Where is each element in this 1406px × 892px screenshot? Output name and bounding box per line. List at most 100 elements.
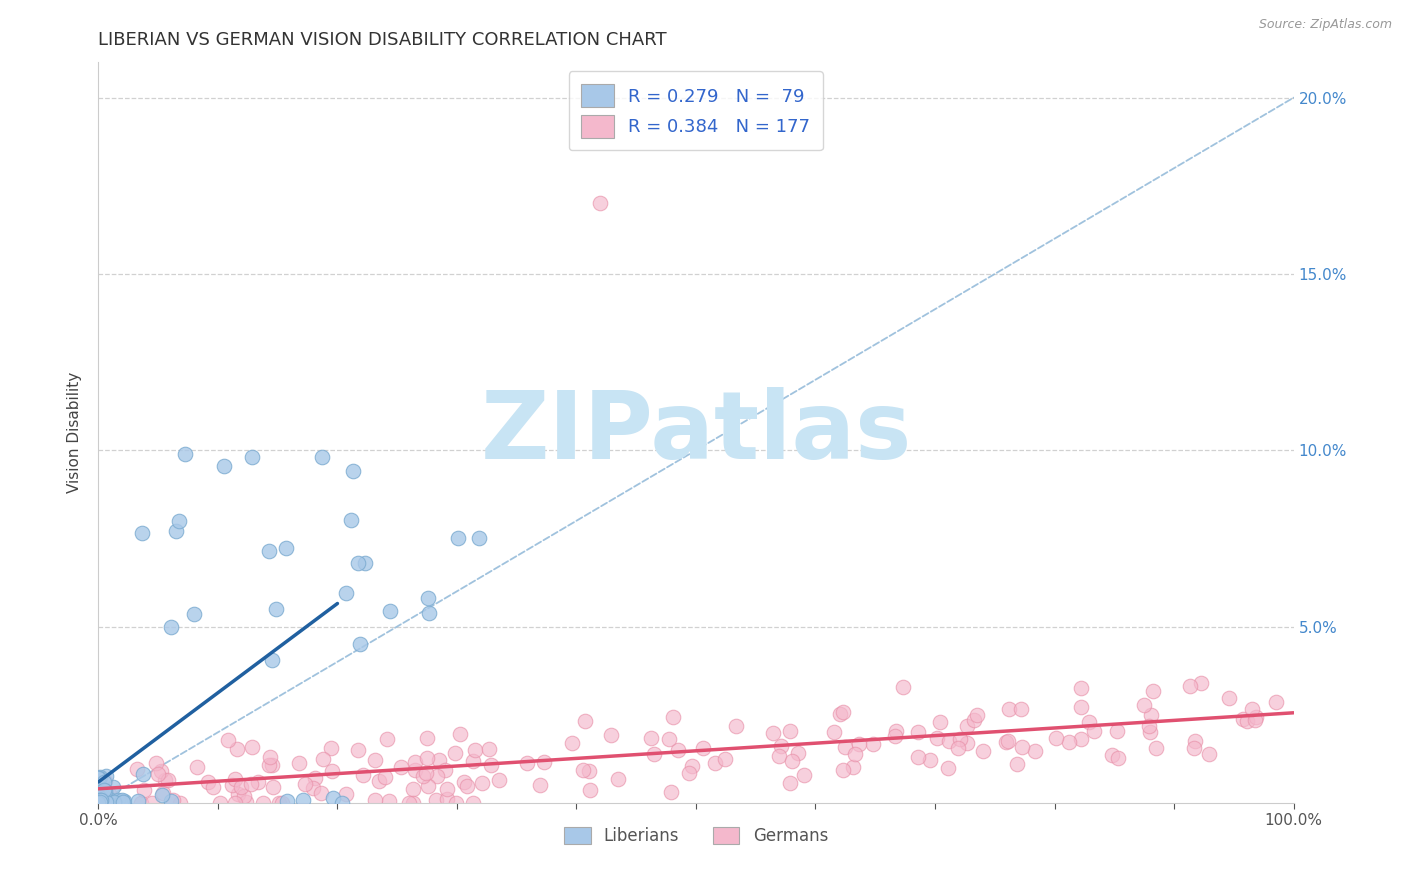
Point bbox=[97, 796, 120, 810]
Point bbox=[927, 731, 949, 745]
Point bbox=[276, 794, 298, 808]
Point bbox=[93, 782, 115, 797]
Point bbox=[468, 532, 491, 546]
Point bbox=[202, 780, 225, 794]
Y-axis label: Vision Disability: Vision Disability bbox=[67, 372, 83, 493]
Point bbox=[1105, 723, 1128, 738]
Point bbox=[713, 752, 735, 766]
Point bbox=[678, 765, 700, 780]
Point bbox=[112, 794, 135, 808]
Point bbox=[374, 770, 396, 784]
Point bbox=[823, 725, 845, 739]
Point bbox=[332, 796, 354, 810]
Point bbox=[998, 702, 1021, 716]
Point bbox=[103, 780, 125, 794]
Point bbox=[311, 752, 333, 766]
Point bbox=[93, 793, 115, 807]
Point bbox=[155, 773, 177, 788]
Point bbox=[89, 796, 111, 810]
Point bbox=[416, 779, 439, 793]
Point bbox=[173, 447, 195, 461]
Point bbox=[87, 772, 110, 786]
Point bbox=[87, 787, 110, 801]
Point bbox=[681, 758, 703, 772]
Point bbox=[90, 795, 112, 809]
Point bbox=[1142, 683, 1164, 698]
Point bbox=[955, 718, 977, 732]
Point bbox=[304, 771, 326, 785]
Point bbox=[1236, 714, 1258, 728]
Point bbox=[658, 732, 681, 747]
Point bbox=[87, 774, 110, 789]
Point bbox=[229, 780, 252, 794]
Point bbox=[292, 792, 315, 806]
Point bbox=[936, 761, 959, 775]
Point bbox=[342, 464, 364, 478]
Point bbox=[963, 713, 986, 727]
Point bbox=[425, 793, 447, 807]
Point bbox=[141, 796, 163, 810]
Point bbox=[96, 793, 118, 807]
Point bbox=[94, 784, 117, 798]
Point bbox=[209, 796, 232, 810]
Legend: Liberians, Germans: Liberians, Germans bbox=[555, 819, 837, 854]
Point bbox=[94, 768, 117, 782]
Point bbox=[87, 795, 110, 809]
Point bbox=[89, 793, 111, 807]
Point bbox=[1244, 713, 1267, 727]
Point bbox=[780, 754, 803, 768]
Point bbox=[666, 743, 689, 757]
Point bbox=[91, 788, 114, 802]
Point bbox=[907, 724, 929, 739]
Point bbox=[165, 524, 187, 538]
Point bbox=[260, 758, 283, 772]
Point bbox=[167, 514, 190, 528]
Point bbox=[235, 795, 257, 809]
Point bbox=[1140, 708, 1163, 723]
Point bbox=[240, 450, 263, 464]
Point bbox=[1024, 744, 1046, 758]
Point bbox=[259, 544, 281, 558]
Point bbox=[692, 740, 714, 755]
Text: ZIPatlas: ZIPatlas bbox=[481, 386, 911, 479]
Point bbox=[479, 758, 502, 772]
Point bbox=[1070, 732, 1092, 747]
Point bbox=[159, 794, 181, 808]
Point bbox=[87, 794, 110, 808]
Point bbox=[725, 719, 748, 733]
Point bbox=[89, 785, 111, 799]
Point bbox=[768, 749, 790, 764]
Point bbox=[412, 769, 434, 783]
Point bbox=[349, 637, 371, 651]
Point bbox=[1133, 698, 1156, 712]
Point bbox=[1070, 681, 1092, 695]
Point bbox=[107, 793, 129, 807]
Point bbox=[997, 733, 1019, 747]
Point bbox=[367, 773, 389, 788]
Point bbox=[87, 792, 110, 806]
Point bbox=[1240, 702, 1263, 716]
Point bbox=[214, 458, 236, 473]
Point bbox=[91, 791, 114, 805]
Point bbox=[311, 450, 333, 465]
Point bbox=[127, 794, 149, 808]
Point bbox=[259, 750, 281, 764]
Point bbox=[828, 706, 851, 721]
Point bbox=[93, 783, 115, 797]
Point bbox=[920, 753, 942, 767]
Point bbox=[659, 785, 682, 799]
Point bbox=[276, 541, 298, 556]
Point bbox=[436, 791, 458, 805]
Text: LIBERIAN VS GERMAN VISION DISABILITY CORRELATION CHART: LIBERIAN VS GERMAN VISION DISABILITY COR… bbox=[98, 31, 666, 49]
Point bbox=[842, 760, 865, 774]
Point bbox=[93, 775, 115, 789]
Point bbox=[599, 727, 621, 741]
Point bbox=[704, 756, 727, 770]
Point bbox=[145, 756, 167, 771]
Point bbox=[132, 767, 155, 781]
Point bbox=[89, 795, 111, 809]
Point bbox=[321, 764, 343, 779]
Point bbox=[415, 765, 437, 780]
Point bbox=[302, 781, 325, 796]
Point bbox=[108, 793, 131, 807]
